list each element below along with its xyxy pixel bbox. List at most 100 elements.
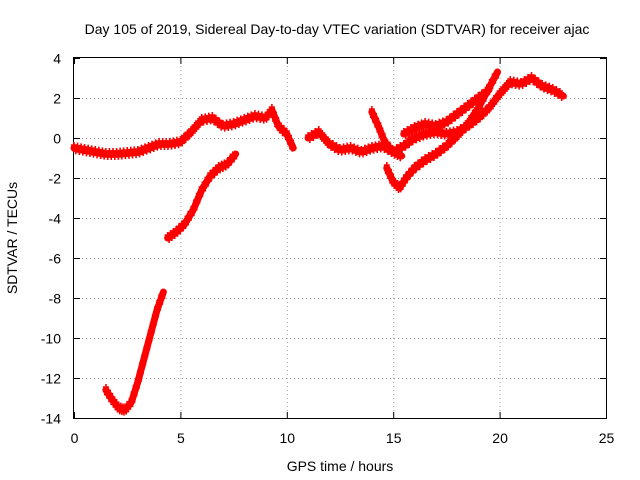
data-point [107, 390, 114, 397]
data-point [212, 114, 219, 121]
data-point [468, 112, 475, 119]
data-point [129, 398, 136, 405]
data-point [407, 173, 414, 179]
data-point [369, 114, 376, 121]
data-point [470, 116, 476, 122]
data-point [477, 96, 484, 103]
data-point [196, 122, 203, 128]
data-point [228, 124, 235, 131]
x-tick-label: 20 [492, 430, 508, 446]
data-point [155, 307, 162, 313]
data-point [519, 83, 526, 89]
y-tick-label: -6 [49, 251, 62, 267]
data-point [200, 187, 207, 194]
data-point [537, 84, 544, 91]
data-point [405, 168, 412, 175]
data-point [480, 94, 487, 100]
data-point [138, 370, 145, 376]
data-point [389, 179, 396, 186]
data-point [406, 131, 413, 137]
data-point [441, 147, 448, 154]
data-point [455, 112, 462, 119]
data-point [418, 129, 425, 136]
data-point [399, 183, 406, 189]
data-point [452, 137, 459, 144]
data-point [471, 94, 478, 101]
data-point [407, 124, 414, 130]
data-point [411, 162, 418, 168]
series-arc-evening-up [383, 68, 501, 193]
data-point [108, 398, 115, 405]
data-point [150, 146, 157, 152]
data-point [149, 140, 156, 147]
data-point [371, 110, 378, 117]
data-point [418, 119, 425, 126]
data-point [402, 172, 409, 178]
data-point [284, 136, 291, 143]
data-point [310, 135, 317, 141]
data-point [477, 104, 484, 111]
data-point [471, 107, 478, 114]
data-point [177, 136, 184, 142]
data-point [180, 225, 187, 232]
data-point [141, 143, 148, 150]
data-point [404, 137, 411, 144]
data-point [409, 139, 416, 146]
data-point [352, 150, 359, 156]
data-point [324, 142, 331, 148]
series-line [304, 74, 567, 156]
data-point [540, 86, 547, 93]
data-point [239, 120, 246, 127]
data-point [354, 144, 361, 151]
data-point [439, 142, 446, 149]
data-point [528, 72, 535, 78]
data-point [395, 148, 402, 155]
data-point [480, 113, 487, 119]
data-point [140, 150, 147, 156]
data-point [385, 166, 392, 173]
data-point [273, 114, 280, 121]
data-point [237, 115, 244, 122]
data-point [523, 81, 530, 87]
data-point [347, 142, 354, 148]
data-point [211, 119, 218, 126]
data-point [308, 130, 315, 136]
data-point [383, 143, 390, 150]
data-point [133, 152, 140, 159]
data-point [448, 141, 455, 147]
data-point [454, 130, 461, 136]
data-point [441, 122, 448, 129]
data-point [425, 152, 432, 158]
data-point [420, 161, 427, 168]
data-point [427, 157, 434, 163]
data-point [326, 138, 333, 144]
data-point [411, 122, 418, 128]
data-point [533, 82, 540, 88]
data-point [493, 92, 500, 99]
data-point [429, 150, 436, 156]
data-point [283, 128, 290, 134]
data-point [396, 182, 403, 188]
data-point [462, 107, 469, 114]
data-point [216, 117, 223, 124]
data-point [224, 158, 231, 164]
data-point [464, 118, 471, 124]
data-point [351, 143, 358, 150]
data-point [319, 130, 326, 136]
data-point [286, 141, 293, 147]
data-point [468, 97, 475, 104]
data-point [367, 148, 374, 155]
data-point [478, 89, 485, 96]
data-point [436, 118, 443, 125]
data-point [415, 130, 422, 137]
data-point [473, 99, 480, 106]
data-point [484, 91, 491, 98]
data-point [349, 148, 356, 155]
data-point [418, 156, 425, 163]
data-point [329, 140, 336, 146]
data-point [489, 97, 496, 104]
series-arc-main-2 [304, 72, 567, 158]
data-point [466, 104, 473, 111]
data-point [194, 200, 201, 206]
data-point [175, 142, 182, 149]
